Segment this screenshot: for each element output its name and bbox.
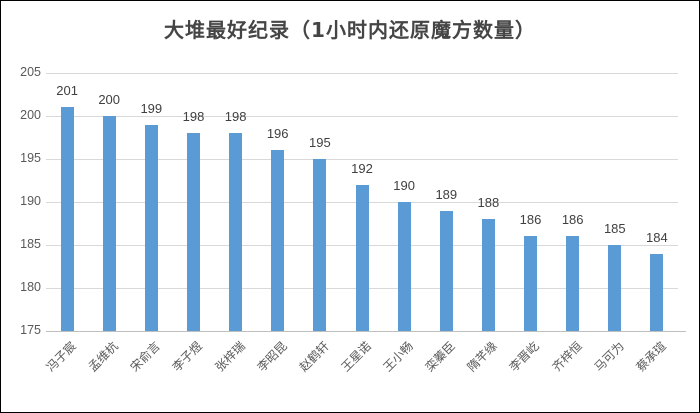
- category-label: 宋俞言: [127, 339, 164, 375]
- bar-value-label: 184: [646, 229, 668, 245]
- bar-value-label: 185: [603, 221, 626, 236]
- bar: [524, 236, 537, 331]
- bar: [481, 219, 495, 331]
- gridline: [46, 159, 678, 160]
- category-label: 马可为: [591, 339, 627, 375]
- y-tick-label: 205: [20, 65, 41, 79]
- bar-value-label: 200: [98, 92, 121, 107]
- bar-value-label: 186: [519, 212, 542, 228]
- bar: [439, 210, 453, 331]
- bar: [608, 245, 622, 331]
- bar-value-label: 189: [435, 186, 458, 202]
- category-label: 李晋屹: [507, 339, 543, 375]
- bar-value-label: 198: [182, 109, 205, 125]
- category-label: 蔡承瑄: [633, 339, 669, 375]
- category-label: 李昭昆: [254, 339, 290, 375]
- bar-value-label: 198: [224, 109, 247, 125]
- category-label: 孟维杭: [85, 339, 122, 375]
- category-label: 齐梓恒: [549, 339, 585, 375]
- bar-value-label: 201: [56, 83, 78, 99]
- bar-value-label: 199: [140, 100, 163, 116]
- category-label: 张梓瑞: [212, 339, 248, 375]
- bar-value-label: 190: [393, 178, 415, 193]
- category-label: 冯子宸: [43, 339, 80, 375]
- bar: [566, 236, 580, 331]
- category-label: 赵鹤轩: [296, 339, 332, 375]
- category-label: 王小畅: [380, 339, 417, 375]
- chart-title: 大堆最好纪录（1小时内还原魔方数量）: [164, 18, 536, 42]
- bar: [397, 202, 411, 331]
- bar-value-label: 192: [351, 160, 373, 176]
- bar: [144, 124, 158, 331]
- bar-value-label: 196: [266, 126, 289, 142]
- y-tick-label: 180: [20, 280, 41, 294]
- category-label: 隋芊缘: [464, 339, 501, 375]
- y-tick-label: 200: [20, 108, 41, 122]
- bar: [187, 133, 200, 331]
- category-label: 李子煜: [170, 339, 206, 375]
- y-tick-label: 190: [20, 194, 41, 208]
- bar: [229, 133, 243, 331]
- bar: [650, 253, 664, 331]
- category-label: 王星诺: [338, 339, 374, 375]
- category-label: 栾蓁臣: [422, 339, 459, 375]
- y-tick-label: 175: [20, 323, 41, 337]
- bar: [355, 184, 369, 331]
- bar: [60, 107, 74, 331]
- bar: [271, 150, 285, 331]
- bar: [102, 116, 116, 331]
- bar-value-label: 186: [561, 212, 584, 228]
- gridline: [46, 116, 678, 117]
- x-axis-line: [46, 331, 686, 332]
- bar-value-label: 188: [477, 195, 500, 211]
- bar: [313, 159, 327, 331]
- gridline: [46, 73, 678, 74]
- y-tick-label: 185: [20, 237, 41, 251]
- bar-value-label: 195: [309, 135, 331, 150]
- y-tick-label: 195: [20, 151, 41, 165]
